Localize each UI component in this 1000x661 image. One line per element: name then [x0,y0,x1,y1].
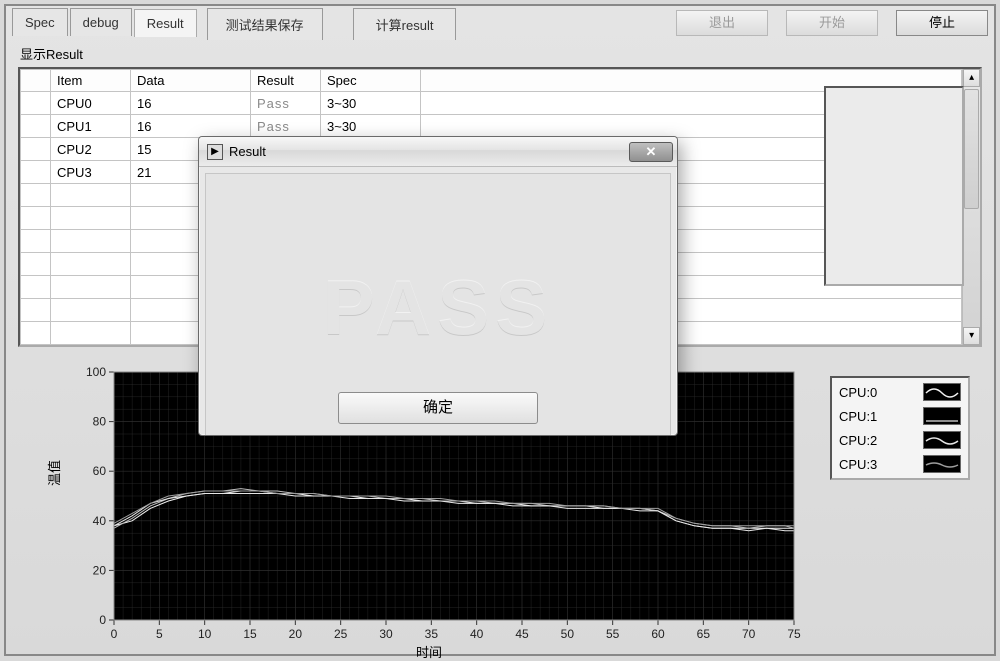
tab-spec[interactable]: Spec [12,8,68,36]
col-data[interactable]: Data [131,70,251,92]
exit-button[interactable]: 退出 [676,10,768,36]
scroll-thumb[interactable] [964,89,979,209]
col-spec[interactable]: Spec [321,70,421,92]
svg-text:40: 40 [470,627,484,641]
tab-debug[interactable]: debug [70,8,132,36]
svg-text:0: 0 [111,627,118,641]
table-row[interactable]: CPU016Pass3~30 [21,92,962,115]
dialog-body: PASS 确定 [205,173,671,436]
svg-text:55: 55 [606,627,620,641]
dialog-title: Result [229,144,629,159]
svg-text:10: 10 [198,627,212,641]
svg-text:65: 65 [697,627,711,641]
legend-label: CPU:0 [839,385,877,400]
svg-text:0: 0 [99,613,106,627]
chart-y-label: 温值 [44,460,63,486]
close-icon[interactable]: ✕ [629,142,673,162]
svg-text:5: 5 [156,627,163,641]
legend-item[interactable]: CPU:3 [834,452,966,476]
start-button[interactable]: 开始 [786,10,878,36]
app-window: Spec debug Result 测试结果保存 计算result 退出 开始 … [4,4,996,656]
dialog-titlebar[interactable]: ▶ Result ✕ [199,137,677,167]
side-panel-box [824,86,964,286]
legend-swatch-icon [923,383,961,401]
tab-compute[interactable]: 计算result [353,8,457,40]
svg-text:100: 100 [86,365,106,379]
result-dialog: ▶ Result ✕ PASS 确定 [198,136,678,436]
svg-text:60: 60 [93,464,107,478]
chart-x-label: 时间 [416,642,442,661]
table-row[interactable]: CPU116Pass3~30 [21,115,962,138]
legend-item[interactable]: CPU:0 [834,380,966,404]
svg-text:40: 40 [93,514,107,528]
toolbar: Spec debug Result 测试结果保存 计算result 退出 开始 … [6,6,994,42]
table-header-row: Item Data Result Spec [21,70,962,92]
scroll-down-icon[interactable]: ▾ [963,327,980,345]
chart-legend: CPU:0 CPU:1 CPU:2 CPU:3 [830,376,970,480]
ok-button[interactable]: 确定 [338,392,538,424]
section-title: 显示Result [20,44,994,63]
svg-text:35: 35 [425,627,439,641]
col-result[interactable]: Result [251,70,321,92]
table-scrollbar[interactable]: ▴ ▾ [962,69,980,345]
legend-label: CPU:2 [839,433,877,448]
svg-text:30: 30 [379,627,393,641]
svg-text:50: 50 [561,627,575,641]
svg-text:75: 75 [787,627,801,641]
legend-item[interactable]: CPU:2 [834,428,966,452]
legend-label: CPU:3 [839,457,877,472]
svg-text:25: 25 [334,627,348,641]
scroll-up-icon[interactable]: ▴ [963,69,980,87]
legend-item[interactable]: CPU:1 [834,404,966,428]
svg-text:20: 20 [289,627,303,641]
stop-button[interactable]: 停止 [896,10,988,36]
legend-swatch-icon [923,407,961,425]
svg-text:20: 20 [93,563,107,577]
tab-result[interactable]: Result [134,9,197,37]
tab-save[interactable]: 测试结果保存 [207,8,323,40]
svg-text:60: 60 [651,627,665,641]
scroll-track[interactable] [963,87,980,327]
legend-label: CPU:1 [839,409,877,424]
col-item[interactable]: Item [51,70,131,92]
svg-text:45: 45 [515,627,529,641]
gutter-header [21,70,51,92]
dialog-app-icon: ▶ [207,144,223,160]
svg-text:15: 15 [243,627,257,641]
legend-swatch-icon [923,431,961,449]
svg-text:80: 80 [93,415,107,429]
svg-text:70: 70 [742,627,756,641]
legend-swatch-icon [923,455,961,473]
